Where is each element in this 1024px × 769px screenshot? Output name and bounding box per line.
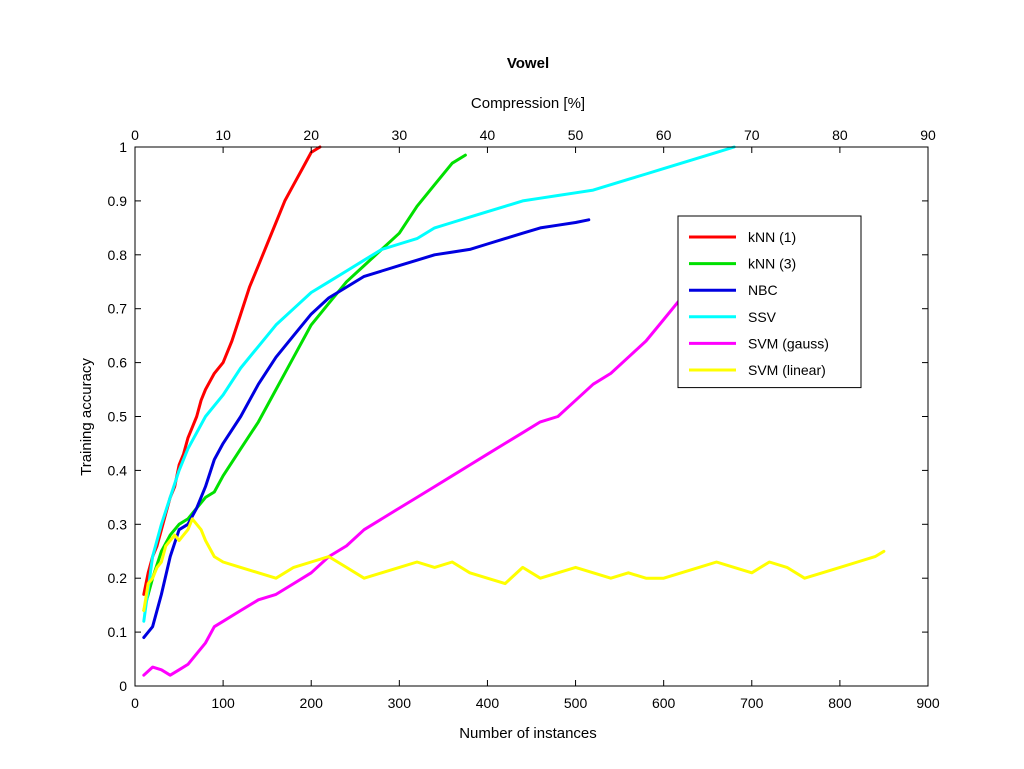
series-line-4	[142, 145, 736, 623]
top-x-tick-label: 20	[303, 127, 319, 143]
x-axis-label: Number of instances	[459, 725, 597, 742]
plot-area-frame	[134, 146, 929, 687]
legend-label: kNN (3)	[748, 256, 796, 272]
top-x-axis-label: Compression [%]	[471, 95, 585, 112]
x-tick-label: 100	[211, 695, 235, 711]
top-x-tick-label: 10	[215, 127, 231, 143]
y-axis-label: Training accuracy	[78, 358, 95, 476]
y-tick-label: 0.6	[108, 355, 128, 371]
series-line-2	[142, 153, 467, 612]
x-tick-label: 500	[564, 695, 588, 711]
top-x-tick-label: 40	[480, 127, 496, 143]
y-tick-label: 0.7	[108, 301, 128, 317]
series-line-3	[142, 218, 591, 639]
x-tick-label: 800	[828, 695, 852, 711]
series-line-5	[142, 296, 683, 677]
top-x-tick-label: 50	[568, 127, 584, 143]
legend-label: SSV	[748, 309, 777, 325]
x-tick-label: 700	[740, 695, 764, 711]
top-x-tick-label: 80	[832, 127, 848, 143]
x-tick-label: 400	[476, 695, 500, 711]
legend-label: SVM (gauss)	[748, 335, 829, 351]
series-line-6	[142, 517, 886, 612]
y-tick-label: 0.9	[108, 193, 128, 209]
top-x-tick-label: 0	[131, 127, 139, 143]
legend: kNN (1) kNN (3) NBC SSV SVM (gauss) SVM (line…	[677, 215, 862, 389]
x-tick-label: 0	[131, 695, 139, 711]
legend-label: kNN (1)	[748, 229, 796, 245]
x-tick-label: 200	[300, 695, 324, 711]
x-tick-label: 900	[916, 695, 940, 711]
y-tick-label: 1	[119, 139, 127, 155]
top-x-tick-label: 70	[744, 127, 760, 143]
y-tick-label: 0.1	[108, 624, 128, 640]
y-tick-label: 0	[119, 678, 127, 694]
top-x-tick-label: 60	[656, 127, 672, 143]
top-x-tick-label: 90	[920, 127, 936, 143]
top-x-tick-label: 30	[392, 127, 408, 143]
series-layer	[142, 145, 886, 677]
y-tick-label: 0.5	[108, 409, 128, 425]
x-tick-label: 300	[388, 695, 412, 711]
y-tick-label: 0.4	[108, 462, 128, 478]
y-tick-label: 0.2	[108, 570, 128, 586]
legend-box	[677, 215, 862, 389]
y-tick-label: 0.3	[108, 516, 128, 532]
legend-label: NBC	[748, 282, 778, 298]
y-tick-label: 0.8	[108, 247, 128, 263]
legend-label: SVM (linear)	[748, 362, 826, 378]
x-tick-label: 600	[652, 695, 676, 711]
chart-title: Vowel	[507, 55, 549, 72]
